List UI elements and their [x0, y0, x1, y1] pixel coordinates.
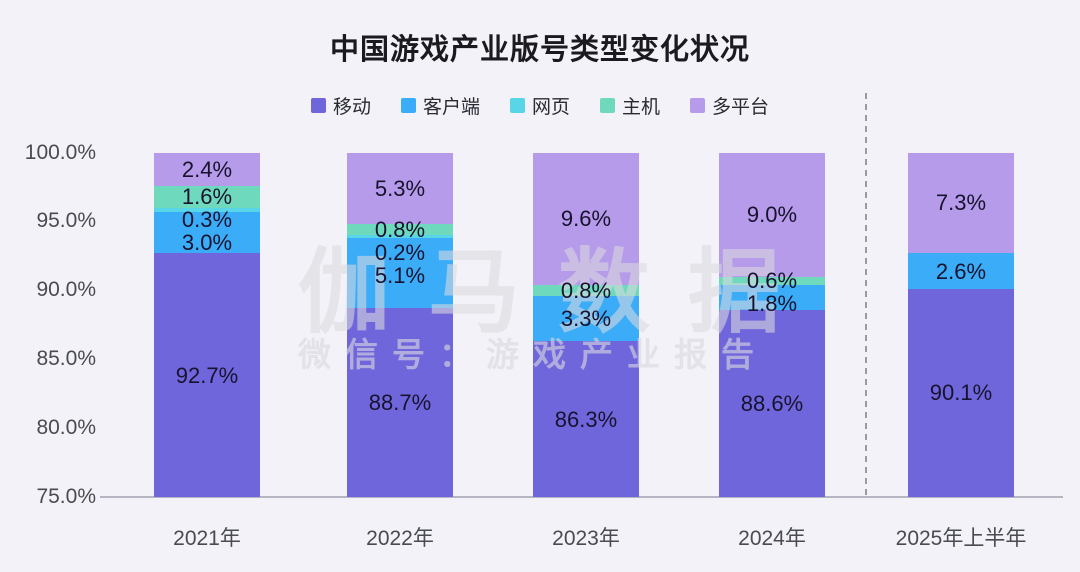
bar-segment-console — [719, 276, 825, 285]
y-axis-tick-label: 95.0% — [36, 209, 96, 233]
bar-segment-mobile — [154, 253, 260, 497]
legend-swatch-mobile — [310, 98, 326, 113]
legend-item-console: 主机 — [600, 92, 660, 119]
bar-segment-client — [908, 253, 1014, 289]
y-axis-tick-label: 100.0% — [24, 140, 96, 164]
x-axis-tick-label: 2024年 — [738, 527, 806, 550]
legend-swatch-client — [400, 98, 416, 113]
legend-label-web: 网页 — [531, 97, 570, 118]
y-axis-tick-label: 75.0% — [36, 485, 96, 508]
legend-item-multi-platform: 多平台 — [690, 92, 769, 119]
segment-value-label: 2.4% — [181, 156, 233, 182]
bar-segment-mobile — [719, 309, 825, 497]
segment-value-label: 5.1% — [374, 263, 426, 289]
segment-value-label: 1.8% — [746, 291, 798, 317]
x-axis-line — [100, 496, 1063, 498]
segment-value-label: 9.0% — [746, 202, 798, 227]
bar-segment-mobile — [347, 308, 453, 497]
bar-segment-console — [154, 185, 260, 208]
bar-segment-client — [154, 211, 260, 254]
legend-label-client: 客户端 — [422, 97, 480, 118]
legend-item-client: 客户端 — [400, 92, 480, 119]
bar-segment-multi-platform — [347, 152, 453, 225]
segment-value-label: 0.8% — [374, 217, 426, 243]
bar-segment-client — [719, 284, 825, 310]
legend-item-web: 网页 — [509, 92, 570, 119]
legend-swatch-multi-platform — [690, 98, 706, 113]
legend-swatch-console — [600, 98, 615, 113]
legend-label-console: 主机 — [622, 97, 661, 118]
segment-value-label: 0.8% — [560, 277, 612, 303]
bar-segment-web — [347, 235, 453, 238]
y-axis-tick-label: 85.0% — [36, 347, 96, 371]
segment-value-label: 3.0% — [181, 230, 233, 256]
segment-value-label: 0.6% — [746, 268, 798, 294]
bar-segment-client — [533, 295, 639, 342]
bar-segment-multi-platform — [533, 152, 639, 285]
x-axis-tick-label: 2021年 — [173, 527, 241, 550]
segment-value-label: 5.3% — [374, 175, 426, 201]
segment-value-label: 90.1% — [929, 380, 993, 406]
bar-segment-client — [347, 237, 453, 309]
segment-value-label: 0.3% — [181, 207, 233, 233]
bar-segment-mobile — [908, 288, 1014, 497]
chart-title: 中国游戏产业版号类型变化状况 — [329, 34, 750, 66]
segment-value-label: 86.3% — [554, 406, 618, 432]
segment-value-label: 1.6% — [181, 184, 233, 210]
legend-label-multi-platform: 多平台 — [712, 97, 770, 118]
legend-label-mobile: 移动 — [332, 97, 371, 118]
bar-segment-web — [154, 207, 260, 212]
bar-segment-multi-platform — [908, 152, 1014, 254]
segment-value-label: 3.3% — [560, 306, 612, 332]
segment-value-label: 9.6% — [560, 206, 612, 232]
segment-value-label: 92.7% — [175, 362, 239, 388]
segment-value-label: 0.2% — [374, 240, 426, 266]
bar-segment-multi-platform — [719, 152, 825, 277]
x-axis-tick-label: 2022年 — [366, 527, 434, 550]
legend-item-mobile: 移动 — [310, 92, 371, 119]
y-axis-tick-label: 90.0% — [36, 278, 96, 302]
x-axis-tick-label: 2025年上半年 — [895, 527, 1027, 550]
segment-value-label: 88.6% — [740, 390, 804, 416]
legend: 移动 客户端 网页 主机 多平台 — [0, 92, 1080, 119]
segment-value-label: 2.6% — [935, 258, 987, 284]
bar-segment-multi-platform — [154, 152, 260, 186]
bar-segment-console — [533, 284, 639, 296]
bar-segment-mobile — [533, 341, 639, 497]
segment-value-label: 7.3% — [935, 190, 987, 216]
segment-value-label: 88.7% — [368, 390, 432, 416]
x-axis-tick-label: 2023年 — [552, 527, 620, 550]
bar-segment-console — [347, 224, 453, 236]
period-separator-line — [865, 93, 867, 497]
y-axis-tick-label: 80.0% — [36, 416, 96, 440]
legend-swatch-web — [509, 98, 525, 113]
